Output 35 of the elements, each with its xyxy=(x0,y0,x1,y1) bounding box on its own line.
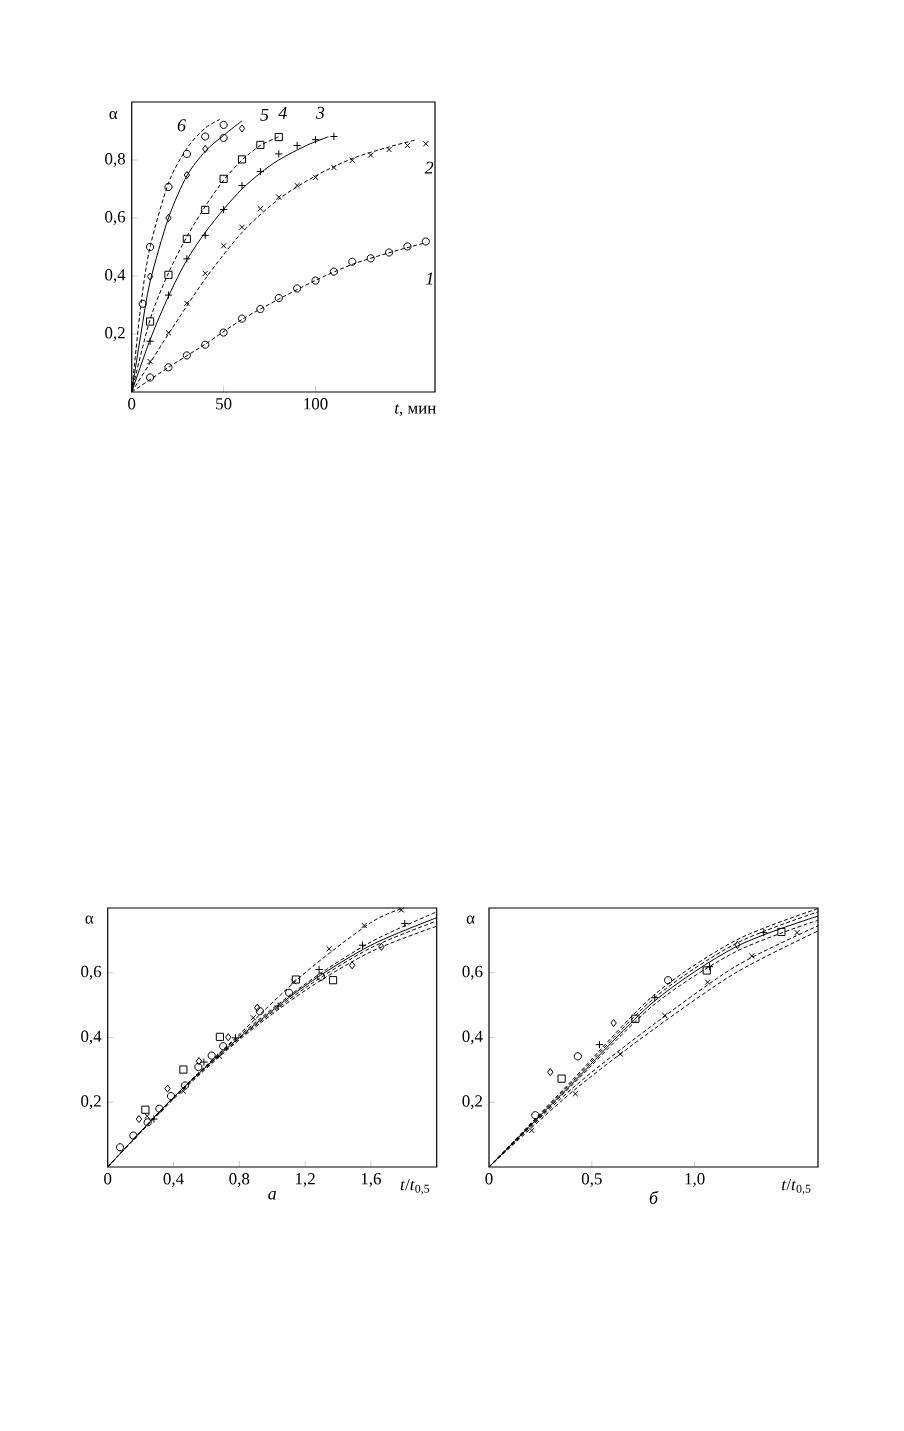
y-tick-label: 0,6 xyxy=(462,965,483,980)
x-tick-label: 1,2 xyxy=(296,1173,315,1187)
x-tick-label: 0 xyxy=(128,398,136,410)
x-axis-title: t/t$_{0,5}$ xyxy=(400,1179,430,1195)
x-tick-label: 1,6 xyxy=(361,1173,381,1187)
y-tick-label: 0,4 xyxy=(462,1030,483,1045)
y-tick-label: 0,4 xyxy=(81,1030,102,1045)
y-tick-label: 0,4 xyxy=(105,269,126,283)
x-tick-label: 1,0 xyxy=(685,1173,705,1187)
text: а xyxy=(268,1190,276,1200)
x-axis-title: t/t$_{0,5}$ xyxy=(782,1179,811,1195)
series-label: 3 xyxy=(315,106,325,119)
x-axis-title: t, мин xyxy=(395,404,436,417)
x-tick-label: 100 xyxy=(304,398,328,410)
x-tick-label: 0,8 xyxy=(229,1173,250,1187)
y-tick-label: 0,6 xyxy=(81,965,102,980)
y-tick-label: 0,2 xyxy=(105,327,125,341)
series-label: 2 xyxy=(424,161,434,174)
x-tick-label: 0,5 xyxy=(581,1173,602,1187)
series-label: 5 xyxy=(260,108,269,121)
y-tick-label: 0,2 xyxy=(81,1095,101,1110)
y-axis-title: α xyxy=(466,915,475,924)
y-tick-label: 0,2 xyxy=(462,1095,483,1110)
text: б xyxy=(649,1190,659,1204)
y-tick-label: 0,6 xyxy=(105,211,126,225)
x-tick-label: 0 xyxy=(104,1173,112,1185)
series-label: 6 xyxy=(177,119,186,132)
x-tick-label: 0 xyxy=(485,1173,493,1185)
y-tick-label: 0,8 xyxy=(105,153,125,167)
x-tick-label: 0,4 xyxy=(163,1173,184,1187)
x-tick-label: 50 xyxy=(216,398,232,410)
y-axis-title: α xyxy=(109,110,118,120)
series-label: 1 xyxy=(425,272,433,285)
y-axis-title: α xyxy=(85,915,94,924)
series-label: 4 xyxy=(278,106,287,119)
